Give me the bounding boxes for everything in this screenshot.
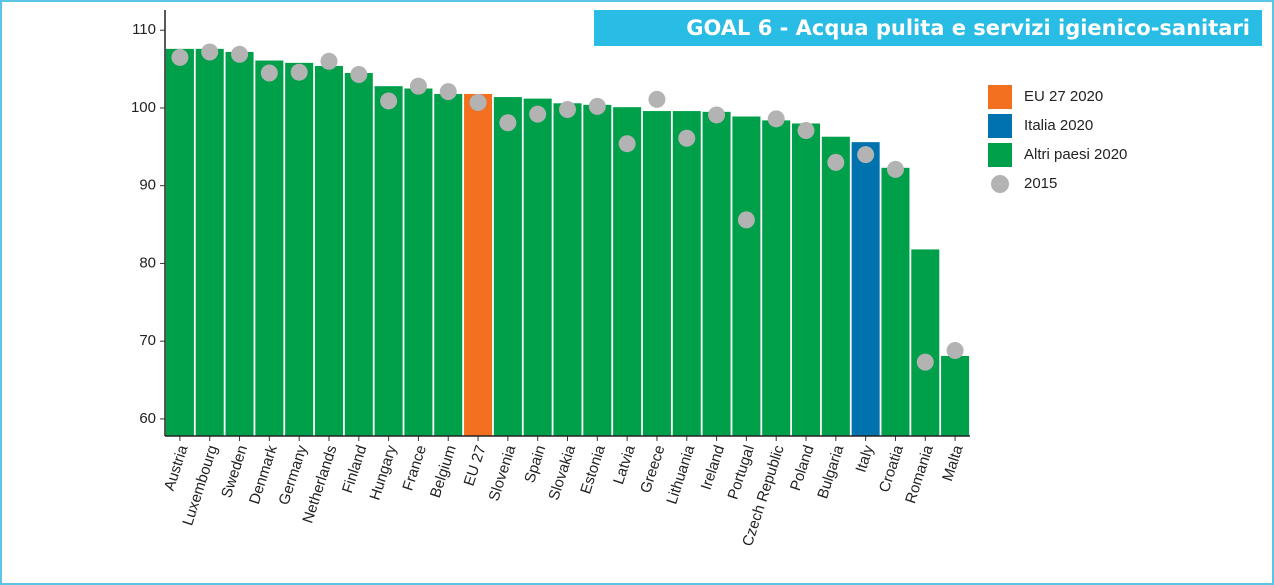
dot-2015 [409,77,427,95]
y-tick-label: 60 [139,410,156,427]
dot-2015 [618,135,636,153]
y-tick-label: 100 [131,99,156,116]
legend-label: Altri paesi 2020 [1024,146,1127,163]
bar [792,123,821,437]
bar [941,355,970,436]
dot-2015 [320,52,338,70]
bar [285,62,314,436]
bar [583,104,612,436]
dot-2015 [767,110,785,128]
x-tick-label: France [399,443,430,493]
dot-2015 [231,45,249,63]
bar [404,88,433,437]
bar [881,167,910,436]
bar [374,86,403,436]
dot-2015 [797,121,815,139]
dot-2015 [708,106,726,124]
bar [493,97,522,436]
x-tick-label: Denmark [246,443,281,507]
legend-label: 2015 [1024,175,1057,192]
title-banner [594,10,1262,46]
bar [851,142,880,436]
legend-swatch [988,85,1012,109]
legend-swatch [988,114,1012,138]
dot-2015 [380,92,398,110]
x-tick-label: Malta [939,443,967,484]
x-tick-label: Belgium [427,443,460,500]
x-tick-label: Hungary [366,443,400,503]
x-tick-label: Romania [902,443,937,506]
bar [225,51,254,437]
bar [762,120,791,436]
legend-swatch [991,175,1009,193]
bar [642,111,671,436]
bar [434,93,463,436]
x-tick-label: Austria [161,443,192,493]
x-tick-label: Latvia [610,443,639,487]
dot-2015 [737,211,755,229]
y-tick-label: 70 [139,332,156,349]
dot-2015 [201,43,219,61]
x-tick-label: Greece [637,443,668,495]
legend-label: Italia 2020 [1024,117,1093,134]
y-tick-label: 80 [139,254,156,271]
chart-title: GOAL 6 - Acqua pulita e servizi igienico… [686,16,1250,40]
dot-2015 [946,341,964,359]
bar [553,103,582,436]
x-tick-label: Sweden [218,443,251,500]
bar [464,93,493,436]
dot-2015 [350,66,368,84]
x-tick-label: Estonia [577,443,609,496]
bar [523,98,552,437]
dot-2015 [499,114,517,132]
bar [314,65,343,437]
bar [255,60,284,436]
y-tick-label: 90 [139,177,156,194]
x-tick-label: Finland [339,443,370,495]
bar [732,116,761,436]
x-tick-label: Slovakia [545,443,579,503]
dot-2015 [171,48,189,66]
dot-2015 [886,160,904,178]
x-tick-label: Ireland [698,443,728,492]
x-tick-label: Slovenia [485,443,519,504]
bar [613,107,642,436]
x-tick-label: Bulgaria [814,443,847,501]
x-tick-label: Poland [787,443,818,493]
dot-2015 [529,105,547,123]
bar [344,72,373,436]
dot-2015 [559,101,576,119]
x-tick-label: Croatia [876,443,907,495]
bar [672,111,701,436]
x-tick-label: Lithuania [663,443,698,507]
x-tick-label: Portugal [725,443,758,501]
dot-2015 [916,353,934,371]
dot-2015 [469,94,487,112]
x-tick-label: EU 27 [461,443,490,488]
y-tick-label: 110 [132,21,156,38]
bar [821,136,850,437]
legend-label: EU 27 2020 [1024,88,1103,105]
x-tick-label: Spain [521,443,549,485]
legend-swatch [988,143,1012,167]
dot-2015 [678,129,696,147]
bar [911,249,940,436]
bar [165,48,194,436]
dot-2015 [588,97,606,115]
dot-2015 [827,153,845,171]
bar [702,111,731,437]
dot-2015 [260,64,278,82]
dot-2015 [648,90,666,108]
dot-2015 [290,63,308,81]
bar [195,48,224,436]
dot-2015 [439,83,457,101]
x-tick-label: Italy [853,443,878,475]
dot-2015 [857,146,875,164]
x-tick-label: Germany [276,443,311,507]
